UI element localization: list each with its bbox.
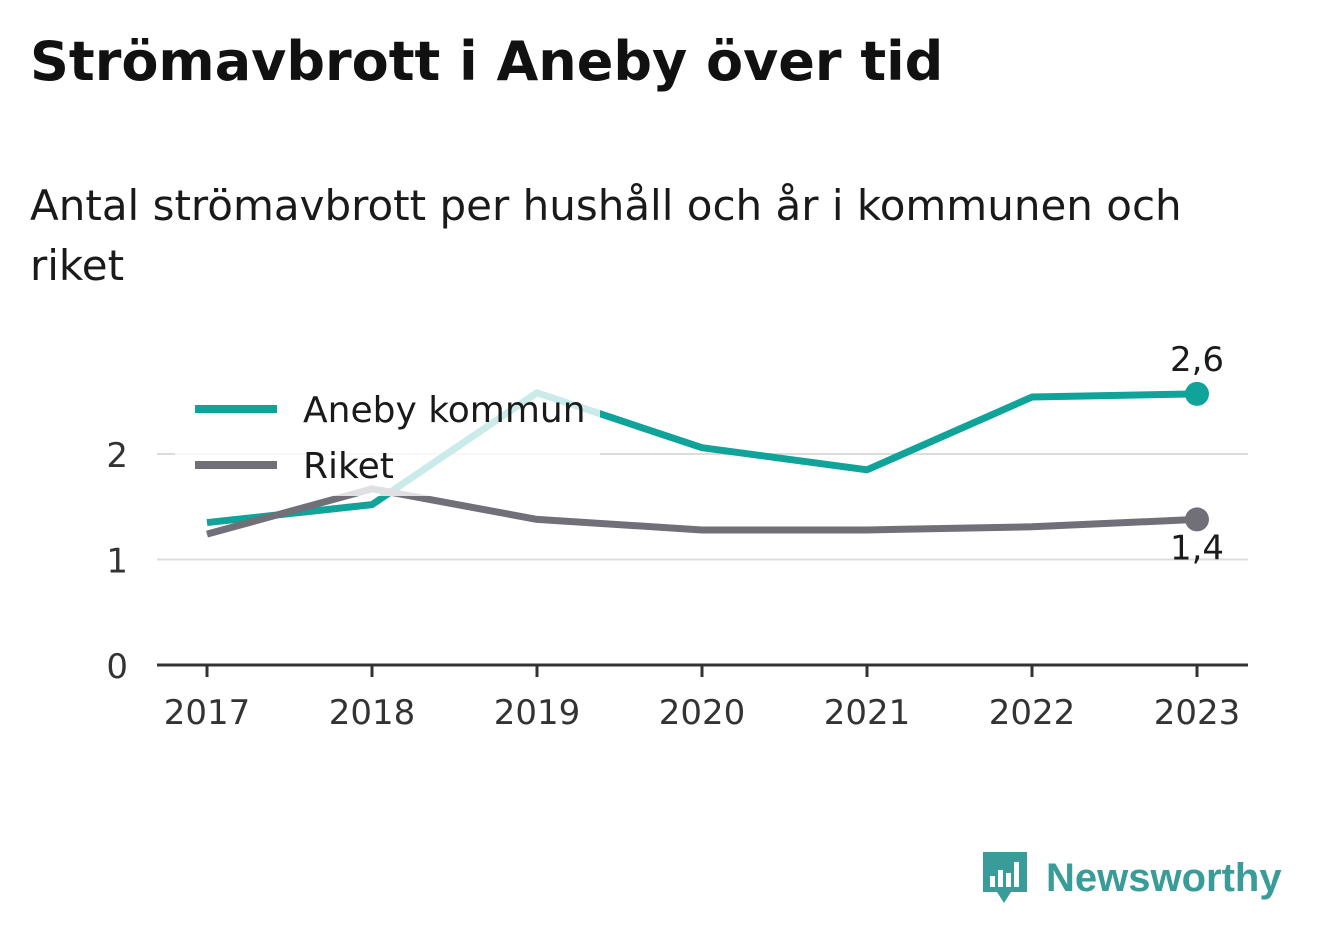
brand-name: Newsworthy [1046,855,1282,900]
series-line-0 [206,389,1198,527]
bar-chart-speech-bubble-icon [983,852,1027,903]
chart-title: Strömavbrott i Aneby över tid [30,30,944,93]
x-tick-label: 2023 [1154,693,1241,733]
end-value-label: 2,6 [1170,340,1224,380]
x-tick-label: 2019 [494,693,581,733]
x-tick-label: 2020 [659,693,746,733]
x-axis-ticks: 2017 2018 2019 2020 2021 2022 2023 [164,665,1241,733]
legend-background [175,378,600,496]
chart-subtitle: Antal strömavbrott per hushåll och år i … [30,181,1182,290]
x-tick-label: 2017 [164,693,251,733]
newsworthy-logo: Newsworthy [980,848,1282,908]
end-point-1 [1185,507,1209,532]
y-tick-label: 1 [106,542,128,582]
x-tick-label: 2022 [989,693,1076,733]
legend: Aneby kommun Riket [175,378,600,496]
legend-label: Aneby kommun [303,390,586,431]
legend-label: Riket [303,446,394,487]
y-axis-ticks: 0 1 2 [106,436,128,687]
end-value-label: 1,4 [1170,528,1224,568]
y-tick-label: 2 [106,436,128,476]
x-tick-label: 2021 [824,693,911,733]
end-point-0 [1185,381,1209,406]
y-tick-label: 0 [106,647,128,687]
end-points: 2,6 1,4 [1170,340,1224,569]
x-tick-label: 2018 [329,693,416,733]
